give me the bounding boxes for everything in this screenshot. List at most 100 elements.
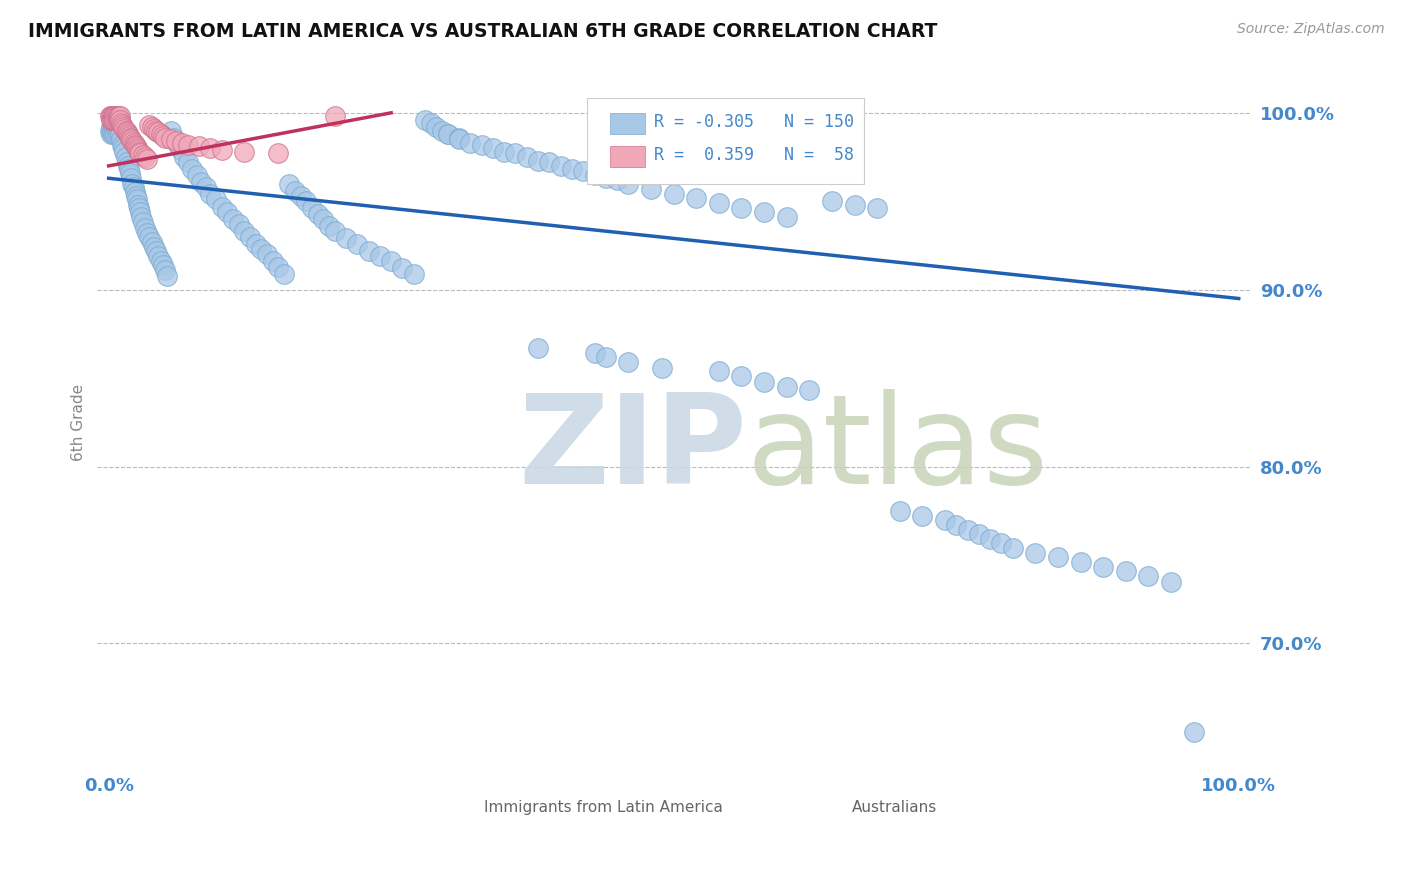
Point: [1160, 574, 1182, 589]
Text: Immigrants from Latin America: Immigrants from Latin America: [484, 800, 723, 814]
Point: [101, 109, 124, 123]
Point: [159, 123, 181, 137]
Point: [990, 535, 1012, 549]
Point: [595, 171, 617, 186]
Point: [945, 517, 967, 532]
Point: [105, 123, 128, 137]
Text: IMMIGRANTS FROM LATIN AMERICA VS AUSTRALIAN 6TH GRADE CORRELATION CHART: IMMIGRANTS FROM LATIN AMERICA VS AUSTRAL…: [28, 22, 938, 41]
Point: [108, 109, 131, 123]
Point: [108, 109, 131, 123]
Point: [136, 152, 159, 166]
Point: [120, 171, 142, 186]
Point: [1046, 549, 1069, 564]
Point: [200, 141, 222, 155]
Point: [1182, 724, 1205, 739]
Point: [107, 112, 129, 127]
Point: [110, 132, 132, 146]
Point: [245, 236, 267, 251]
Point: [190, 175, 212, 189]
Point: [100, 112, 122, 127]
Point: [166, 137, 188, 152]
Point: [307, 206, 329, 220]
Text: atlas: atlas: [747, 390, 1049, 510]
Point: [120, 132, 142, 146]
Point: [430, 123, 453, 137]
Point: [776, 210, 799, 224]
Point: [134, 220, 156, 235]
Point: [108, 123, 131, 137]
Point: [153, 263, 176, 277]
Point: [707, 364, 730, 378]
Point: [1137, 569, 1160, 583]
Point: [153, 130, 176, 145]
Point: [561, 162, 583, 177]
Point: [145, 123, 167, 137]
Point: [380, 254, 402, 268]
Point: [100, 120, 122, 134]
Point: [436, 127, 458, 141]
Point: [131, 215, 153, 229]
Point: [413, 112, 436, 127]
Point: [166, 134, 188, 148]
Point: [122, 180, 145, 194]
Point: [640, 182, 662, 196]
Point: [103, 112, 125, 127]
Point: [391, 261, 413, 276]
Point: [114, 145, 136, 159]
Point: [103, 109, 125, 123]
Point: [159, 132, 181, 146]
Point: [323, 224, 346, 238]
Text: Australians: Australians: [852, 800, 938, 814]
Point: [127, 143, 149, 157]
Point: [149, 254, 172, 268]
Point: [107, 109, 129, 123]
Point: [152, 128, 174, 143]
Point: [103, 116, 125, 130]
Point: [101, 120, 124, 134]
Point: [402, 267, 425, 281]
Point: [148, 125, 170, 139]
Point: [357, 244, 380, 258]
Point: [111, 137, 134, 152]
Point: [101, 112, 124, 127]
Point: [776, 380, 799, 394]
Point: [141, 235, 163, 249]
Point: [124, 186, 146, 200]
Point: [104, 109, 127, 123]
Point: [108, 112, 131, 127]
Point: [752, 205, 775, 219]
Point: [127, 198, 149, 212]
Point: [267, 260, 290, 274]
Point: [138, 118, 160, 132]
Point: [866, 202, 889, 216]
Point: [267, 146, 290, 161]
Bar: [610, 113, 645, 134]
Point: [425, 120, 447, 134]
Point: [136, 226, 159, 240]
Point: [1001, 541, 1024, 555]
Point: [107, 127, 129, 141]
Point: [121, 177, 143, 191]
Point: [104, 127, 127, 141]
Point: [707, 196, 730, 211]
Point: [295, 194, 318, 209]
Point: [142, 240, 165, 254]
Point: [572, 164, 595, 178]
Bar: [813, 799, 841, 817]
Point: [177, 155, 200, 169]
Point: [233, 145, 256, 159]
Point: [821, 194, 844, 209]
Point: [101, 112, 124, 127]
Point: [651, 360, 673, 375]
Point: [100, 109, 122, 123]
Point: [538, 155, 561, 169]
Point: [120, 166, 142, 180]
Point: [979, 532, 1001, 546]
Point: [142, 121, 165, 136]
Point: [141, 120, 163, 134]
Point: [125, 189, 148, 203]
Text: R =  0.359   N =  58: R = 0.359 N = 58: [654, 146, 853, 164]
Point: [108, 116, 131, 130]
Bar: [443, 799, 472, 817]
Point: [148, 249, 170, 263]
